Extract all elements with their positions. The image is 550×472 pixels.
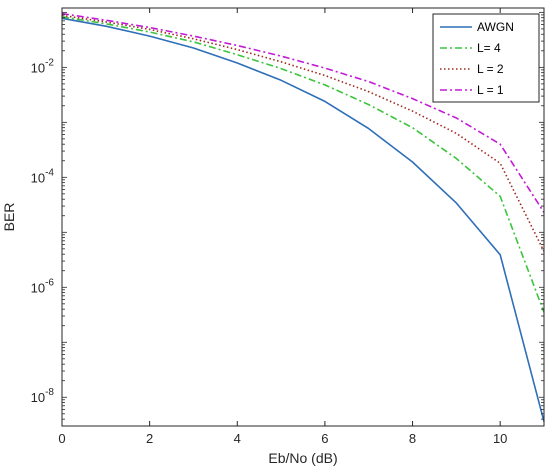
series-line-1 bbox=[61, 16, 545, 313]
legend: AWGN L= 4 L = 2 L = 1 bbox=[432, 13, 540, 103]
plot-frame bbox=[61, 7, 545, 427]
x-tick-label-0: 0 bbox=[58, 431, 65, 446]
y-tick-label-1: 10-4 bbox=[31, 167, 55, 185]
x-tick-label-3: 6 bbox=[321, 431, 328, 446]
ticks-layer: 0 2 4 6 8 10 10-2 10-4 10-6 10-8 bbox=[31, 8, 544, 446]
series-line-0 bbox=[61, 17, 545, 422]
x-tick-label-5: 10 bbox=[493, 431, 507, 446]
x-tick-label-2: 4 bbox=[234, 431, 241, 446]
y-tick-label-0: 10-2 bbox=[31, 57, 55, 75]
legend-label-0: AWGN bbox=[477, 20, 514, 34]
series-line-2 bbox=[61, 14, 545, 252]
legend-label-1: L= 4 bbox=[477, 41, 501, 55]
x-axis-label: Eb/No (dB) bbox=[268, 450, 337, 466]
series-line-3 bbox=[61, 12, 545, 213]
series-layer bbox=[61, 12, 545, 422]
legend-label-3: L = 1 bbox=[477, 83, 504, 97]
legend-label-2: L = 2 bbox=[477, 62, 504, 76]
y-axis-label: BER bbox=[1, 203, 17, 232]
x-tick-label-1: 2 bbox=[146, 431, 153, 446]
y-tick-label-2: 10-6 bbox=[31, 277, 55, 295]
x-tick-label-4: 8 bbox=[409, 431, 416, 446]
legend-box bbox=[432, 13, 540, 103]
y-tick-label-3: 10-8 bbox=[31, 387, 55, 405]
